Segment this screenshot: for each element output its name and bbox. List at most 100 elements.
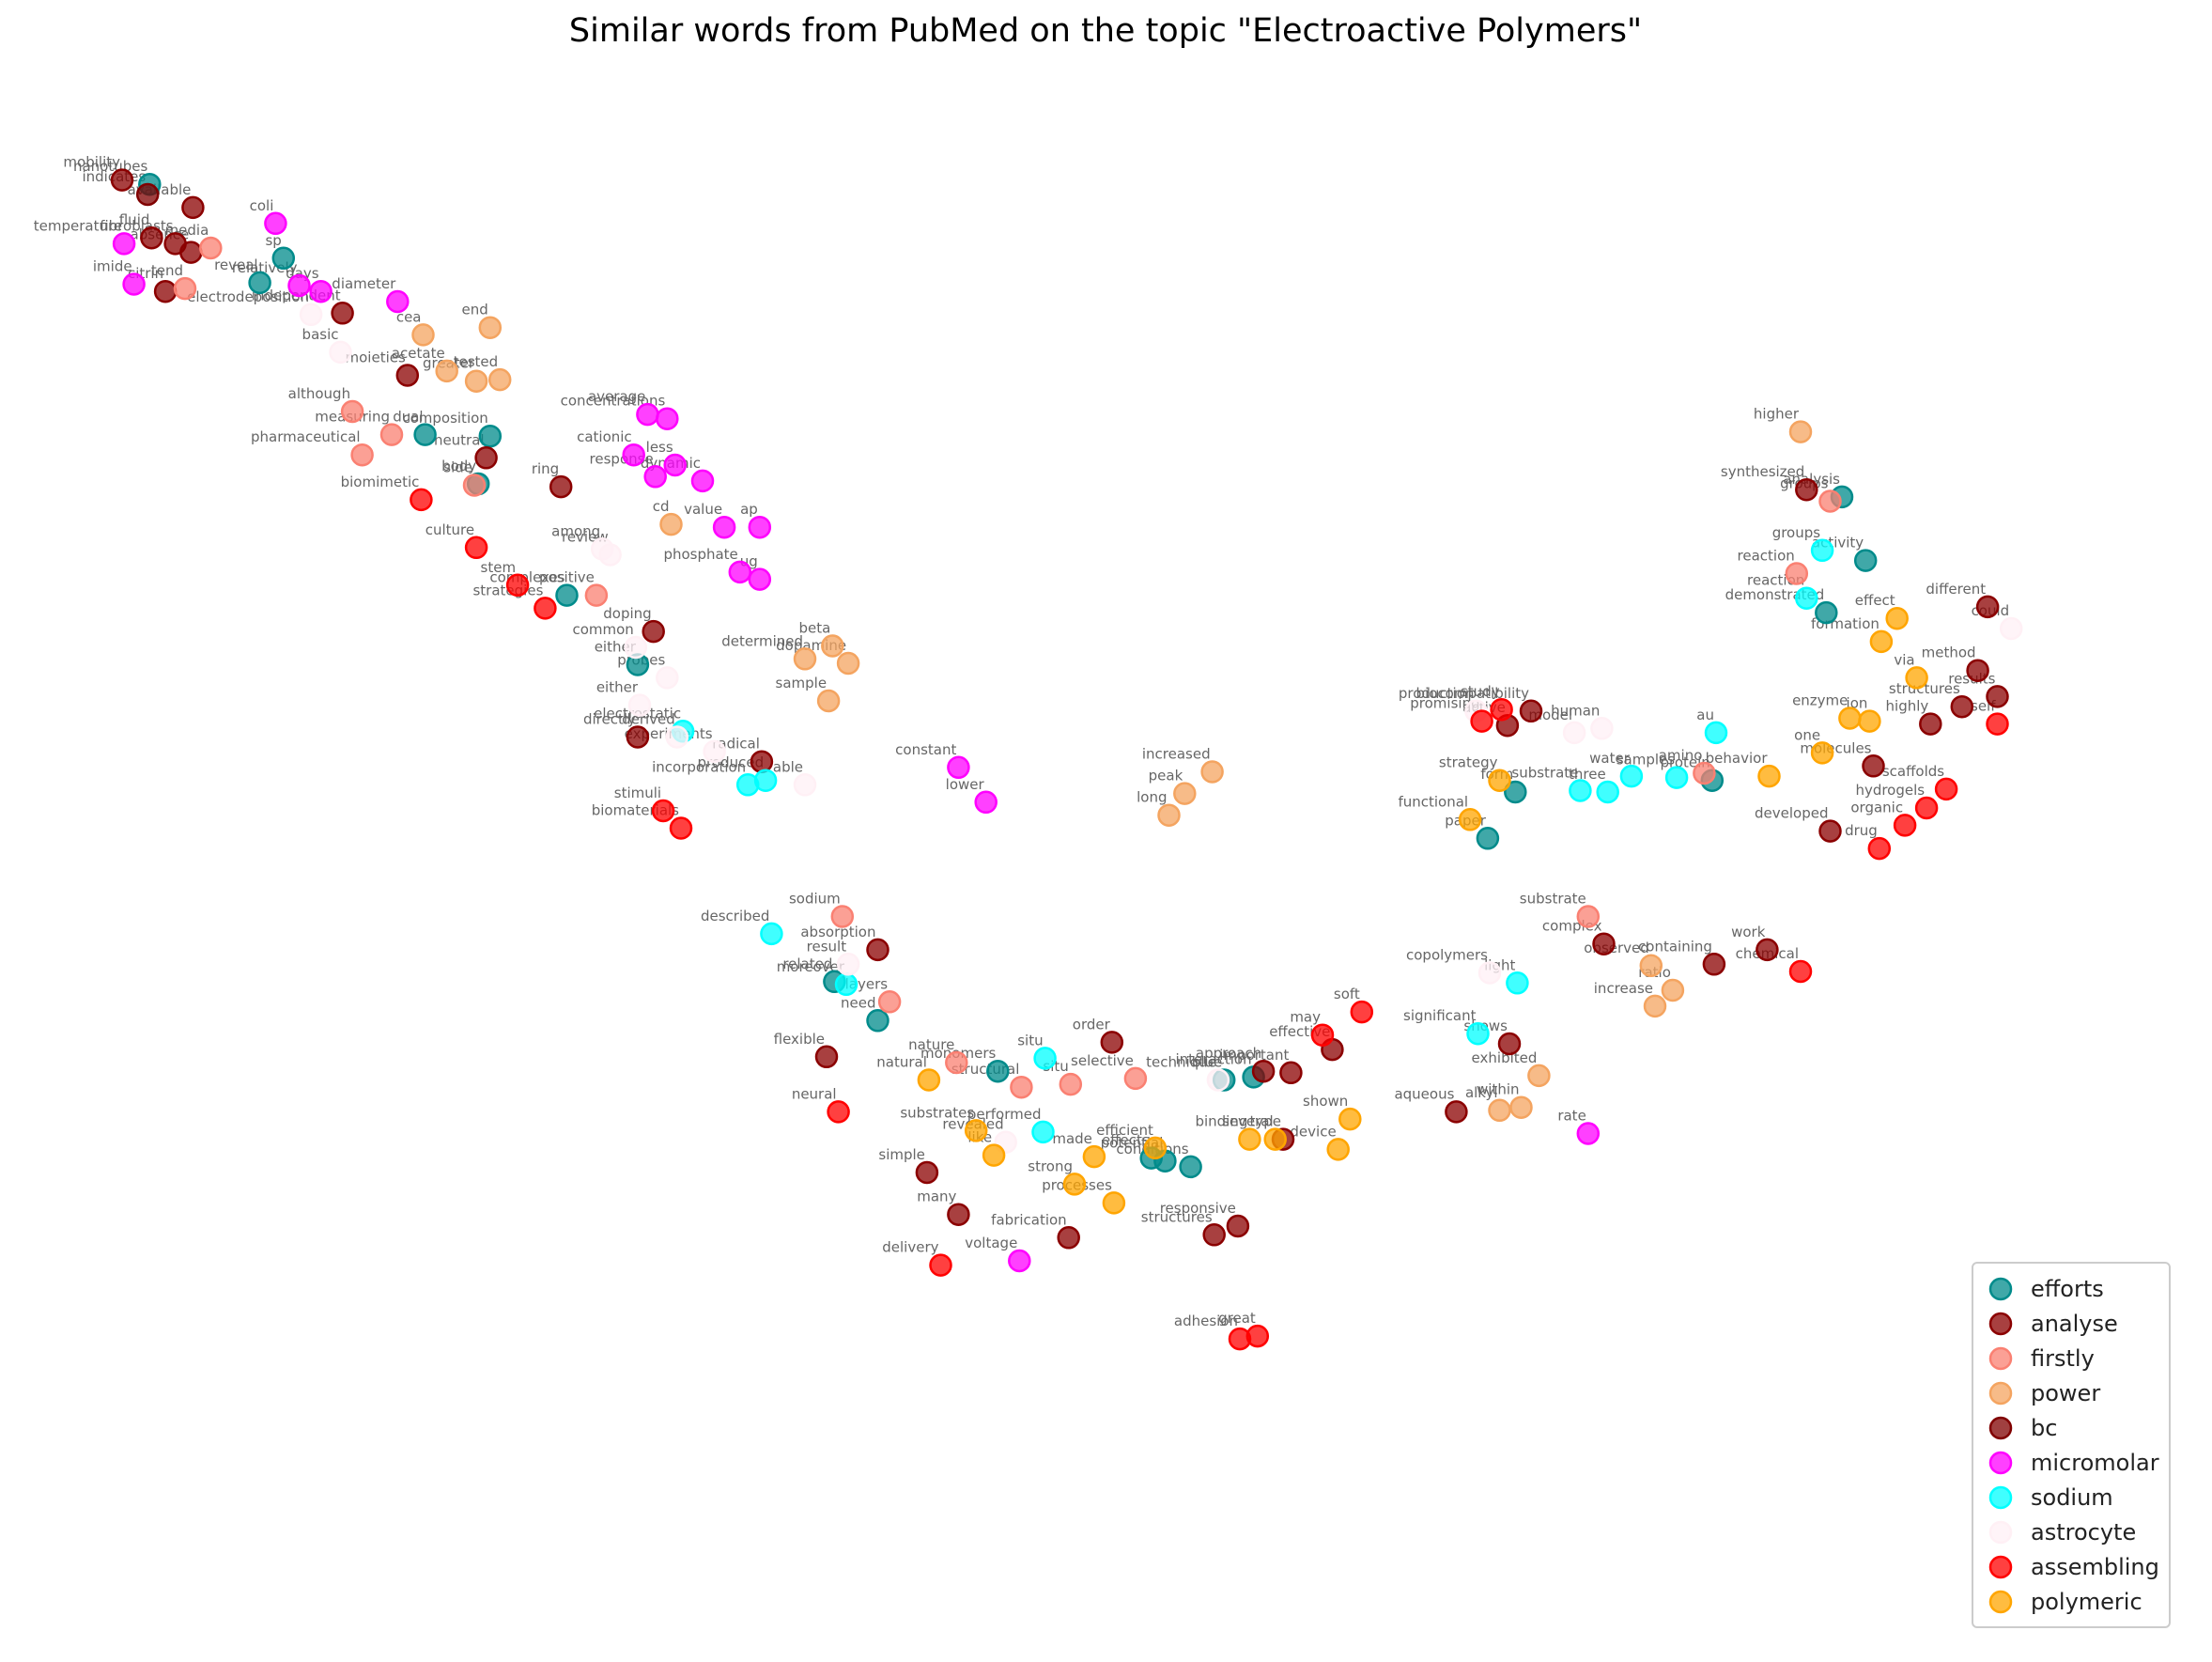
point-polymeric-binding bbox=[1238, 1127, 1261, 1151]
point-power-acetate bbox=[435, 359, 458, 383]
point-efforts-monomers bbox=[986, 1059, 1010, 1083]
label-power-increased: increased bbox=[1142, 746, 1211, 763]
point-assembling-stimuli bbox=[651, 799, 675, 823]
point-astrocyte-human bbox=[1590, 717, 1614, 740]
point-micromolar-imide bbox=[122, 272, 146, 296]
point-efforts-composition bbox=[478, 424, 503, 448]
label-sodium-samples: samples bbox=[1616, 752, 1676, 769]
label-assembling-great: great bbox=[1218, 1310, 1256, 1327]
label-micromolar-diameter: diameter bbox=[332, 275, 396, 292]
legend-label-sodium: sodium bbox=[2031, 1484, 2113, 1511]
label-polymeric-functional: functional bbox=[1398, 793, 1468, 810]
label-sodium-significant: significant bbox=[1403, 1007, 1477, 1024]
label-analyse-neutral: neutral bbox=[434, 431, 485, 448]
point-firstly-positive bbox=[584, 583, 609, 607]
point-sodium-performed bbox=[1031, 1120, 1055, 1144]
label-astrocyte-result: result bbox=[807, 938, 847, 955]
point-astrocyte-could bbox=[1999, 616, 2023, 641]
label-assembling-organic: organic bbox=[1850, 799, 1903, 815]
point-analyse-structures bbox=[1202, 1223, 1226, 1247]
label-polymeric-behavior: behavior bbox=[1706, 750, 1769, 767]
point-polymeric-strategy bbox=[1488, 769, 1511, 792]
label-firstly-side: side bbox=[443, 459, 472, 476]
label-analyse-flexible: flexible bbox=[774, 1031, 825, 1048]
point-polymeric-formation bbox=[1869, 629, 1894, 654]
label-analyse-containing: containing bbox=[1638, 938, 1712, 955]
label-assembling-drug: drug bbox=[1845, 822, 1878, 839]
point-firstly-structural bbox=[1010, 1075, 1033, 1099]
legend-marker-firstly bbox=[1988, 1346, 2013, 1371]
point-power-cd bbox=[659, 512, 683, 536]
legend-marker-astrocyte bbox=[1988, 1520, 2013, 1545]
point-sodium-produced bbox=[753, 769, 778, 792]
label-firstly-amino: amino bbox=[1659, 747, 1703, 764]
legend-marker-assembling bbox=[1988, 1555, 2013, 1579]
label-polymeric-via: via bbox=[1894, 651, 1914, 668]
label-efforts-reveal: reveal bbox=[214, 256, 258, 273]
point-sodium-water bbox=[1619, 764, 1644, 788]
point-analyse-different bbox=[1975, 595, 2000, 619]
label-analyse-doping: doping bbox=[603, 605, 651, 622]
label-sodium-substrate: substrate bbox=[1511, 765, 1578, 782]
label-power-beta: beta bbox=[798, 620, 830, 637]
label-assembling-promising: promising bbox=[1410, 695, 1479, 712]
point-analyse-highly bbox=[1919, 712, 1942, 736]
point-analyse-moieties bbox=[395, 364, 420, 387]
point-power-higher bbox=[1788, 420, 1813, 443]
point-sodium-substrate bbox=[1569, 779, 1592, 802]
point-efforts-need bbox=[866, 1009, 889, 1033]
label-firstly-positive: positive bbox=[539, 569, 595, 586]
point-assembling-culture bbox=[464, 536, 488, 560]
point-micromolar-cationic bbox=[622, 443, 645, 467]
point-firstly-measuring bbox=[379, 423, 404, 446]
point-efforts-demonstrated bbox=[1815, 600, 1838, 625]
point-astrocyte-experiments bbox=[703, 739, 726, 764]
point-polymeric-functional bbox=[1458, 808, 1482, 831]
label-power-within: within bbox=[1477, 1081, 1520, 1098]
point-astrocyte-copolymers bbox=[1477, 961, 1502, 985]
label-polymeric-enzyme: enzyme bbox=[1792, 692, 1848, 709]
label-firstly-sodium: sodium bbox=[789, 891, 841, 908]
label-sodium-water: water bbox=[1589, 750, 1631, 767]
label-analyse-order: order bbox=[1073, 1016, 1111, 1033]
label-firstly-pharmaceutical: pharmaceutical bbox=[251, 428, 361, 445]
label-analyse-structures: structures bbox=[1889, 680, 1960, 697]
label-firstly-nature: nature bbox=[908, 1036, 954, 1053]
point-analyse-structures bbox=[1950, 694, 1974, 719]
legend-label-micromolar: micromolar bbox=[2031, 1450, 2159, 1476]
point-analyse-mobility bbox=[110, 168, 134, 192]
label-analyse-synthesized: synthesized bbox=[1721, 463, 1804, 480]
point-analyse-aqueous bbox=[1445, 1100, 1468, 1124]
label-analyse-absorption: absorption bbox=[800, 924, 875, 940]
label-polymeric-natural: natural bbox=[876, 1054, 927, 1071]
label-micromolar-voltage: voltage bbox=[965, 1235, 1017, 1251]
point-micromolar-voltage bbox=[1008, 1249, 1031, 1273]
point-bc-indicates bbox=[135, 182, 160, 207]
point-assembling-great bbox=[1245, 1324, 1270, 1348]
point-micromolar-days bbox=[309, 279, 333, 303]
point-micromolar-relatively bbox=[287, 273, 311, 298]
label-polymeric-several: several bbox=[1222, 1113, 1274, 1130]
point-assembling-scaffolds bbox=[1934, 777, 1958, 801]
label-power-cea: cea bbox=[396, 308, 422, 325]
legend-marker-power bbox=[1988, 1381, 2013, 1406]
label-micromolar-average: average bbox=[588, 388, 645, 405]
label-assembling-study: study bbox=[1461, 683, 1500, 700]
point-sodium-groups bbox=[1810, 538, 1834, 563]
label-power-end: end bbox=[462, 302, 488, 318]
point-firstly-side bbox=[462, 474, 487, 497]
point-micromolar-ap bbox=[748, 515, 772, 539]
label-sodium-moreover: moreover bbox=[777, 958, 845, 975]
point-firstly-substrate bbox=[1576, 905, 1601, 928]
label-assembling-neural: neural bbox=[792, 1085, 837, 1102]
point-analyse-radical bbox=[750, 750, 774, 773]
point-efforts-complexes bbox=[555, 583, 579, 607]
point-firstly-sodium bbox=[830, 905, 855, 928]
label-efforts-effects: effects bbox=[1102, 1132, 1150, 1149]
label-sodium-described: described bbox=[701, 908, 769, 924]
point-efforts-paper bbox=[1476, 827, 1500, 850]
point-power-determined bbox=[793, 647, 817, 671]
point-firstly-situ bbox=[1059, 1072, 1083, 1096]
label-analyse-developed: developed bbox=[1755, 805, 1828, 822]
